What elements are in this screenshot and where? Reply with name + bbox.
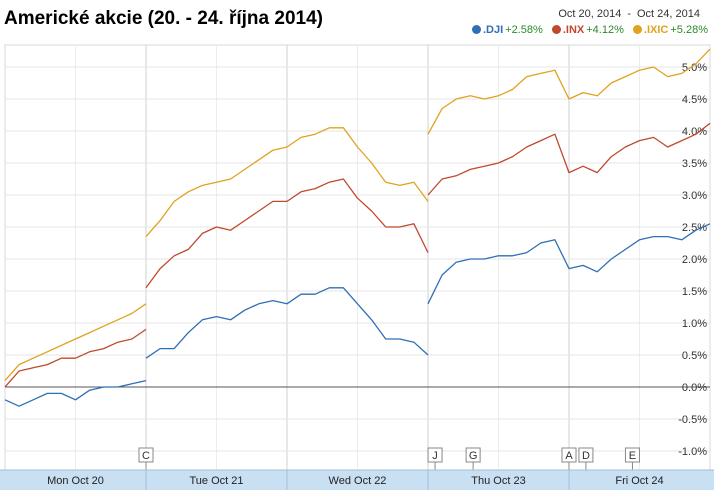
series-line-ixic (145, 127, 429, 238)
event-marker-box (427, 447, 443, 463)
y-tick-label: 4.5% (682, 94, 707, 106)
range-separator: - (627, 8, 631, 20)
y-tick-label: -0.5% (678, 414, 707, 426)
page-title: Americké akcie (20. - 24. října 2014) (4, 8, 323, 29)
legend-dot-inx (551, 25, 561, 34)
x-tick-label: Mon Oct 20 (47, 475, 104, 487)
legend: .DJI +2.58% .INX +4.12% .IXIC +5.28% (466, 24, 708, 36)
event-marker-label: J (432, 450, 438, 462)
legend-change-inx: +4.12% (586, 24, 624, 36)
y-tick-label: 3.0% (682, 190, 707, 202)
series-line-inx (145, 178, 429, 289)
series-line-dji (145, 287, 429, 359)
series-line-dji (4, 379, 147, 407)
legend-dot-ixic (632, 25, 642, 34)
event-marker-box (561, 447, 577, 463)
legend-name-dji: .DJI (482, 24, 504, 36)
legend-dot-dji (471, 25, 481, 34)
y-tick-label: 0.0% (682, 382, 707, 394)
x-axis-band (0, 470, 714, 490)
y-tick-label: 2.0% (682, 254, 707, 266)
legend-item-ixic[interactable]: .IXIC +5.28% (632, 24, 708, 36)
y-tick-label: 1.0% (682, 318, 707, 330)
y-tick-label: -1.0% (678, 446, 707, 458)
y-tick-label: 2.5% (682, 222, 707, 234)
series-line-dji (427, 223, 711, 305)
series-line-inx (4, 328, 147, 388)
date-range: Oct 20, 2014- Oct 24, 2014 (558, 8, 700, 20)
event-marker-label: E (629, 450, 636, 462)
legend-name-inx: .INX (562, 24, 585, 36)
event-marker-box (578, 447, 594, 463)
series-line-ixic (427, 48, 711, 135)
x-tick-label: Wed Oct 22 (329, 475, 387, 487)
event-marker-box (624, 447, 640, 463)
y-tick-label: 0.5% (682, 350, 707, 362)
event-marker-label: C (142, 450, 150, 462)
event-marker-label: D (582, 450, 590, 462)
y-tick-label: 1.5% (682, 286, 707, 298)
range-end: Oct 24, 2014 (637, 8, 700, 20)
range-start: Oct 20, 2014 (558, 8, 622, 20)
event-marker-box (138, 447, 154, 463)
series-line-inx (427, 122, 711, 196)
x-tick-label: Tue Oct 21 (189, 475, 243, 487)
x-tick-label: Fri Oct 24 (615, 475, 663, 487)
legend-item-inx[interactable]: .INX +4.12% (551, 24, 624, 36)
legend-name-ixic: .IXIC (643, 24, 669, 36)
y-tick-label: 5.0% (682, 62, 707, 74)
legend-change-dji: +2.58% (505, 24, 543, 36)
x-tick-label: Thu Oct 23 (471, 475, 525, 487)
y-tick-label: 4.0% (682, 126, 707, 138)
series-line-ixic (4, 303, 147, 382)
event-marker-label: G (469, 450, 478, 462)
y-tick-label: 3.5% (682, 158, 707, 170)
event-marker-box (465, 447, 481, 463)
legend-change-ixic: +5.28% (670, 24, 708, 36)
legend-item-dji[interactable]: .DJI +2.58% (471, 24, 543, 36)
event-marker-label: A (565, 450, 573, 462)
